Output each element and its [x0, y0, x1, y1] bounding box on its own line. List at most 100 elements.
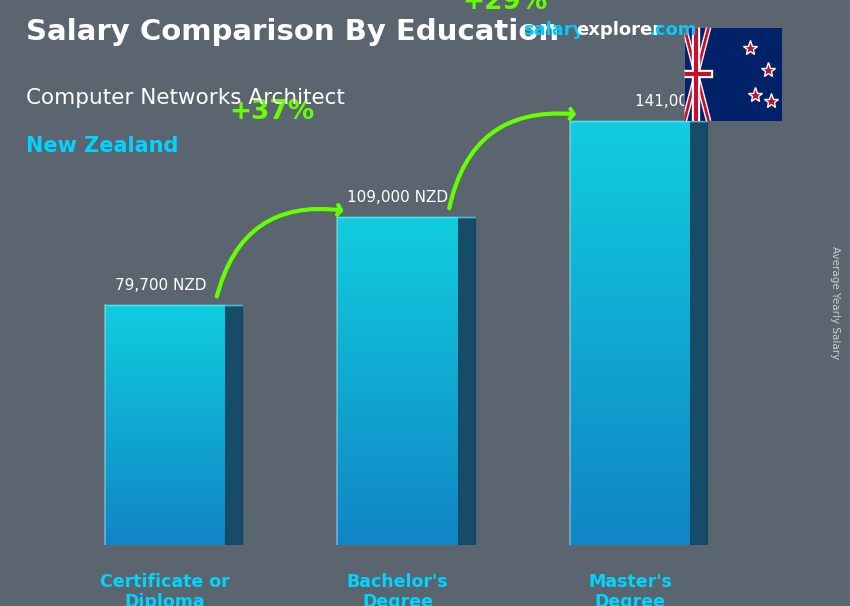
Bar — [105, 478, 225, 481]
Bar — [570, 128, 690, 135]
Bar — [337, 425, 458, 430]
Bar — [105, 510, 225, 513]
Bar — [337, 485, 458, 491]
Bar — [337, 222, 458, 228]
Bar — [337, 496, 458, 502]
Bar — [337, 277, 458, 282]
Bar — [337, 507, 458, 513]
Bar — [337, 288, 458, 294]
Bar — [570, 425, 690, 432]
Bar — [570, 432, 690, 439]
Bar — [570, 496, 690, 503]
Bar — [105, 441, 225, 445]
Bar — [105, 341, 225, 345]
Bar — [105, 450, 225, 453]
Bar — [337, 376, 458, 381]
Bar — [105, 369, 225, 373]
Bar — [105, 405, 225, 409]
Bar — [105, 353, 225, 358]
Bar — [570, 326, 690, 333]
Bar — [570, 163, 690, 170]
Bar — [105, 349, 225, 353]
Bar — [105, 333, 225, 338]
Bar — [570, 248, 690, 255]
Bar — [570, 446, 690, 453]
Bar — [105, 389, 225, 393]
Bar — [570, 298, 690, 305]
Bar — [337, 408, 458, 414]
Text: Master's
Degree: Master's Degree — [588, 573, 672, 606]
Bar — [337, 419, 458, 425]
Bar — [105, 521, 225, 525]
Polygon shape — [225, 305, 242, 545]
Text: 79,700 NZD: 79,700 NZD — [115, 278, 206, 293]
Bar — [337, 354, 458, 359]
Text: Salary Comparison By Education: Salary Comparison By Education — [26, 18, 558, 46]
Bar — [570, 439, 690, 446]
Bar — [337, 518, 458, 524]
Bar — [570, 241, 690, 248]
Bar — [105, 470, 225, 473]
Bar — [570, 382, 690, 390]
Bar — [105, 473, 225, 478]
Bar — [570, 227, 690, 234]
Bar — [570, 361, 690, 368]
Bar — [337, 403, 458, 408]
Bar — [570, 474, 690, 482]
Bar — [105, 305, 225, 309]
Bar — [337, 338, 458, 343]
Bar — [337, 464, 458, 469]
Text: Certificate or
Diploma: Certificate or Diploma — [100, 573, 230, 606]
Bar — [337, 332, 458, 338]
Bar — [337, 534, 458, 540]
Bar — [337, 430, 458, 436]
Bar — [337, 282, 458, 288]
Text: Average Yearly Salary: Average Yearly Salary — [830, 247, 840, 359]
Bar — [105, 329, 225, 333]
Bar — [337, 255, 458, 261]
Bar — [105, 398, 225, 401]
Bar — [105, 505, 225, 510]
Bar — [105, 425, 225, 429]
Bar — [105, 465, 225, 470]
Bar — [570, 531, 690, 538]
Bar — [337, 458, 458, 464]
Bar — [337, 250, 458, 255]
Bar — [105, 433, 225, 438]
Bar — [337, 502, 458, 507]
Bar — [337, 239, 458, 244]
Bar — [337, 359, 458, 365]
Bar — [337, 266, 458, 271]
Bar — [105, 309, 225, 313]
Bar — [570, 262, 690, 269]
Text: Computer Networks Architect: Computer Networks Architect — [26, 88, 344, 108]
Bar — [570, 255, 690, 262]
Bar — [570, 510, 690, 517]
Bar — [570, 170, 690, 177]
Bar — [105, 481, 225, 485]
Text: salary: salary — [523, 21, 584, 39]
Bar — [105, 418, 225, 421]
Bar — [570, 461, 690, 467]
Bar — [570, 376, 690, 382]
Bar — [570, 397, 690, 404]
Bar — [105, 445, 225, 450]
Bar — [105, 498, 225, 501]
Bar — [105, 401, 225, 405]
Bar — [570, 184, 690, 191]
Bar — [105, 490, 225, 493]
Bar — [570, 177, 690, 184]
Bar — [337, 327, 458, 332]
Bar — [337, 540, 458, 545]
Bar — [105, 381, 225, 385]
Bar — [570, 269, 690, 276]
Bar — [105, 318, 225, 321]
Bar — [105, 453, 225, 458]
Bar — [570, 311, 690, 319]
Bar — [570, 319, 690, 326]
Bar — [337, 491, 458, 496]
Bar — [337, 233, 458, 239]
Text: 141,000 NZD: 141,000 NZD — [635, 93, 736, 108]
Bar — [337, 513, 458, 518]
Bar — [337, 387, 458, 392]
